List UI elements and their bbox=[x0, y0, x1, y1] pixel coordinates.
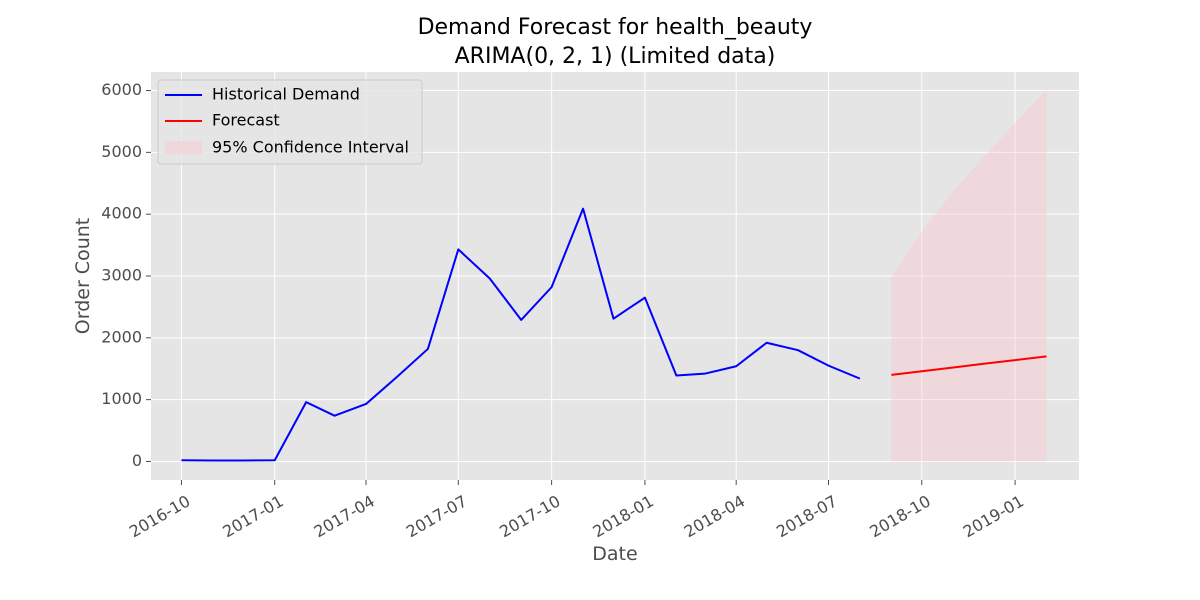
y-axis-ticks: 0 1000 2000 3000 4000 5000 6000 bbox=[101, 80, 151, 470]
chart-title-line-2: ARIMA(0, 2, 1) (Limited data) bbox=[455, 44, 776, 69]
historical-demand-line bbox=[181, 207, 861, 462]
y-tick-label: 6000 bbox=[101, 80, 142, 99]
y-tick-label: 5000 bbox=[101, 142, 142, 161]
x-tick-label: 2017-07 bbox=[403, 491, 470, 541]
y-tick-label: 2000 bbox=[101, 327, 142, 346]
legend-box bbox=[157, 79, 423, 165]
y-tick-label: 0 bbox=[132, 451, 142, 470]
x-tick-label: 2018-04 bbox=[681, 491, 748, 541]
y-axis-label: Order Count bbox=[72, 218, 94, 334]
legend: Historical Demand Forecast 95% Confidenc… bbox=[157, 79, 423, 165]
x-axis-ticks: 2016-10 2017-01 2017-04 2017-07 2017-10 2018-… bbox=[126, 480, 1027, 541]
legend-label-forecast: Forecast bbox=[212, 111, 280, 130]
x-tick-label: 2018-01 bbox=[590, 491, 657, 541]
x-tick-label: 2018-10 bbox=[866, 491, 933, 541]
y-tick-label: 4000 bbox=[101, 204, 142, 223]
legend-swatch-confidence bbox=[165, 141, 202, 154]
series-lines-layer bbox=[181, 207, 1047, 462]
confidence-band-layer bbox=[891, 89, 1047, 462]
y-tick-label: 1000 bbox=[101, 389, 142, 408]
x-tick-label: 2017-10 bbox=[496, 491, 563, 541]
x-axis-label: Date bbox=[592, 543, 637, 565]
y-tick-label: 3000 bbox=[101, 266, 142, 285]
forecast-line bbox=[891, 355, 1047, 376]
chart-title-line-1: Demand Forecast for health_beauty bbox=[418, 15, 813, 40]
legend-label-confidence: 95% Confidence Interval bbox=[212, 138, 409, 157]
x-tick-label: 2018-07 bbox=[773, 491, 840, 541]
legend-label-historical: Historical Demand bbox=[212, 85, 360, 104]
x-tick-label: 2016-10 bbox=[126, 491, 193, 541]
x-tick-label: 2017-04 bbox=[311, 491, 378, 541]
x-tick-label: 2017-01 bbox=[219, 491, 286, 541]
confidence-interval-band bbox=[891, 89, 1047, 462]
x-tick-label: 2019-01 bbox=[960, 491, 1027, 541]
